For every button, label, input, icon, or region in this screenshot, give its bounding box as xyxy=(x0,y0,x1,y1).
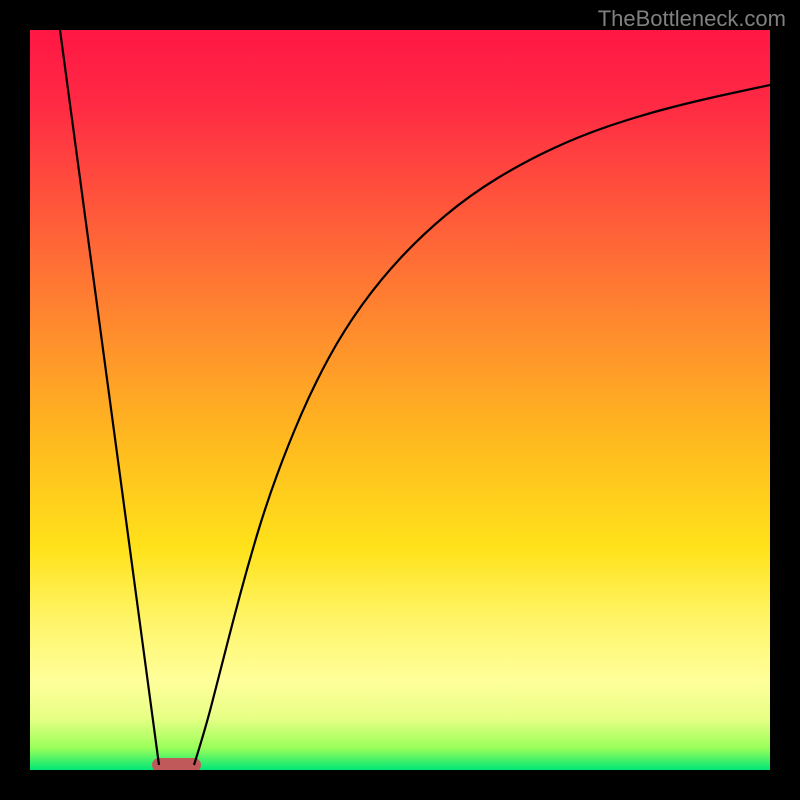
curve-overlay xyxy=(30,30,770,770)
chart-container: TheBottleneck.com xyxy=(0,0,800,800)
watermark-text: TheBottleneck.com xyxy=(598,6,786,32)
plot-area xyxy=(30,30,770,770)
curve-left-segment xyxy=(60,30,159,765)
curve-right-segment xyxy=(194,85,770,765)
